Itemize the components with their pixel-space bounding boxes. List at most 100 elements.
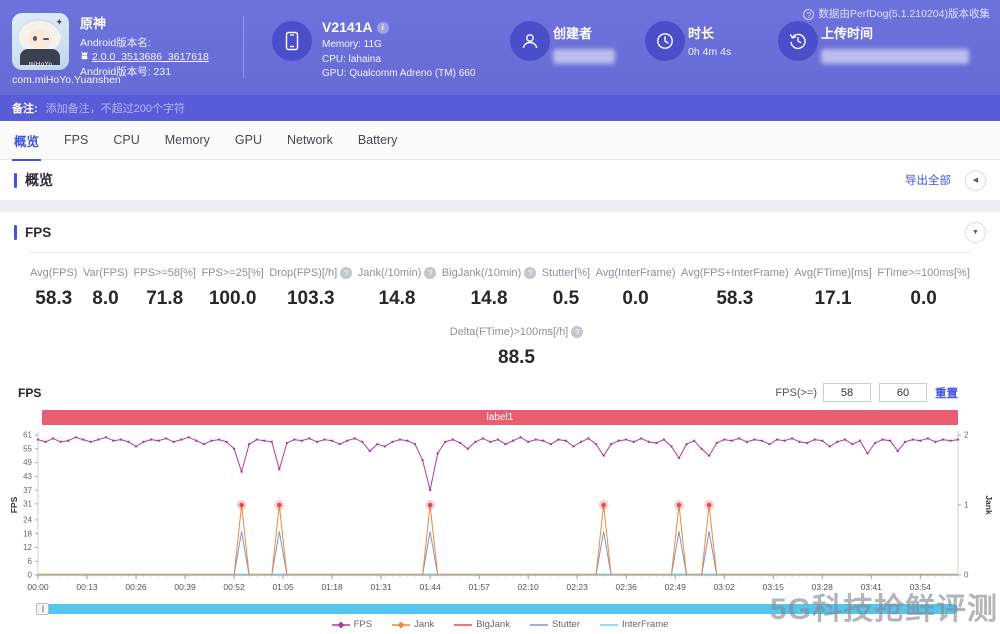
chart-title: FPS [18,385,42,400]
stat-value: 14.8 [378,288,416,309]
legend-item-BigJank[interactable]: BigJank [454,619,510,630]
svg-text:31: 31 [23,500,32,509]
duration-icon [645,21,685,61]
device-cpu: CPU: lahaina [322,53,381,65]
reset-link[interactable]: 重置 [935,387,958,400]
chart-scrollbar[interactable]: || [36,603,958,615]
threshold-low-input[interactable] [823,383,871,402]
scrollbar-handle[interactable]: || [36,603,49,615]
android-icon [80,51,89,65]
svg-text:43: 43 [23,472,32,481]
upload-time-redacted [821,49,969,64]
stat-Var(FPS): Var(FPS) 8.0 [83,267,129,309]
tab-bar: 概览 FPS CPU Memory GPU Network Battery [0,120,1000,161]
svg-text:Jank: Jank [984,495,994,515]
stat-value: 8.0 [92,288,119,309]
legend-item-FPS[interactable]: FPS [331,619,373,630]
legend-item-InterFrame[interactable]: InterFrame [599,619,669,630]
svg-text:6: 6 [28,557,33,566]
duration-label: 时长 [688,26,715,41]
legend-item-Stutter[interactable]: Stutter [529,619,580,630]
svg-text:03:15: 03:15 [763,582,785,592]
chart-header: FPS FPS(>=) 重置 [0,369,1000,408]
stat-Delta(FTime)>100ms[/h]: Delta(FTime)>100ms[/h]? 88.5 [33,326,1000,369]
star-icon: ✦ [55,17,63,27]
threshold-label: FPS(>=) [775,386,817,399]
report-header: ✦ miHoYo 原神 Android版本名: 2.0.0_3513686_36… [0,0,1000,95]
tab-概览[interactable]: 概览 [12,120,42,161]
label-band-text: label1 [486,412,514,423]
overview-header: 概览 导出全部 ◀ [0,160,1000,200]
help-icon[interactable]: ? [524,267,537,279]
label-band[interactable]: label1 [42,410,958,425]
app-version-value[interactable]: 2.0.0_3513686_3617618 [92,51,209,63]
header-divider [243,16,244,78]
svg-text:00:39: 00:39 [174,582,196,592]
svg-text:FPS: FPS [9,496,19,513]
question-circle-icon[interactable]: ? [803,9,815,20]
device-icon [272,21,312,61]
app-version-label: Android版本名: [80,37,151,49]
svg-text:18: 18 [23,529,32,538]
svg-text:01:31: 01:31 [370,582,392,592]
stat-value: 0.5 [552,288,580,309]
svg-text:2: 2 [964,431,969,440]
legend-item-Jank[interactable]: Jank [392,619,434,630]
stat-Avg(FPS): Avg(FPS) 58.3 [30,267,78,309]
tab-Battery[interactable]: Battery [357,133,398,147]
tab-FPS[interactable]: FPS [64,133,89,147]
stat-value: 58.3 [35,288,73,309]
remark-bar[interactable]: 备注: 添加备注，不超过200个字符 [0,95,1000,121]
device-info: V2141A i Memory: 11G CPU: lahaina GPU: Qu… [322,19,475,82]
remark-placeholder: 添加备注，不超过200个字符 [45,103,186,115]
help-icon[interactable]: ? [571,326,584,338]
legend-label: FPS [353,619,373,630]
device-memory: Memory: 11G [322,39,382,50]
svg-text:01:44: 01:44 [419,582,441,592]
fps-card: FPS ▼ Avg(FPS) 58.3 Var(FPS) 8.0 FPS>=58[%] 7… [0,212,1000,634]
tab-Memory[interactable]: Memory [164,133,210,147]
svg-text:0: 0 [964,571,969,580]
help-icon[interactable]: ? [340,267,353,279]
tab-GPU[interactable]: GPU [234,133,262,147]
accent-bar [14,224,17,240]
tab-CPU[interactable]: CPU [113,133,140,147]
tab-Network[interactable]: Network [286,133,333,147]
creator-icon [510,21,550,61]
device-info-icon[interactable]: i [376,22,389,34]
svg-text:01:18: 01:18 [321,582,343,592]
collapse-down-button[interactable]: ▼ [965,221,986,243]
stat-Avg(FPS+InterFrame): Avg(FPS+InterFrame) 58.3 [681,267,789,309]
accent-bar [14,172,17,188]
source-note: 数据由PerfDog(5.1.210204)版本收集 [818,8,990,20]
stat-FPS>=58[%]: FPS>=58[%] 71.8 [133,267,196,309]
legend-marker-BigJank [454,623,473,626]
collapse-left-button[interactable]: ◀ [965,169,986,191]
stats-row-2: Delta(FTime)>100ms[/h]? 88.5 [0,310,1000,369]
legend-label: InterFrame [621,619,669,630]
svg-text:03:02: 03:02 [714,582,736,592]
legend-label: Jank [414,619,435,630]
stat-value: 17.1 [814,288,852,309]
export-all-link[interactable]: 导出全部 [905,175,951,187]
duration-value: 0h 4m 4s [688,46,732,58]
stat-Stutter[%]: Stutter[%] 0.5 [541,267,591,309]
stat-value: 103.3 [286,288,335,309]
svg-text:01:05: 01:05 [272,582,294,592]
svg-text:0: 0 [28,571,33,580]
threshold-high-input[interactable] [879,383,927,402]
stat-FTime>=100ms[%]: FTime>=100ms[%] 0.0 [877,267,970,309]
stat-Avg(FTime)[ms]: Avg(FTime)[ms] 17.1 [794,267,872,309]
creator-name-redacted [553,49,615,64]
svg-text:12: 12 [23,543,32,552]
svg-text:00:13: 00:13 [76,582,98,592]
divider [28,252,972,253]
svg-text:00:00: 00:00 [27,582,49,592]
legend-label: Stutter [551,619,580,630]
stat-value: 100.0 [208,288,257,309]
svg-text:03:28: 03:28 [812,582,834,592]
legend-label: BigJank [476,619,510,630]
help-icon[interactable]: ? [424,267,437,279]
